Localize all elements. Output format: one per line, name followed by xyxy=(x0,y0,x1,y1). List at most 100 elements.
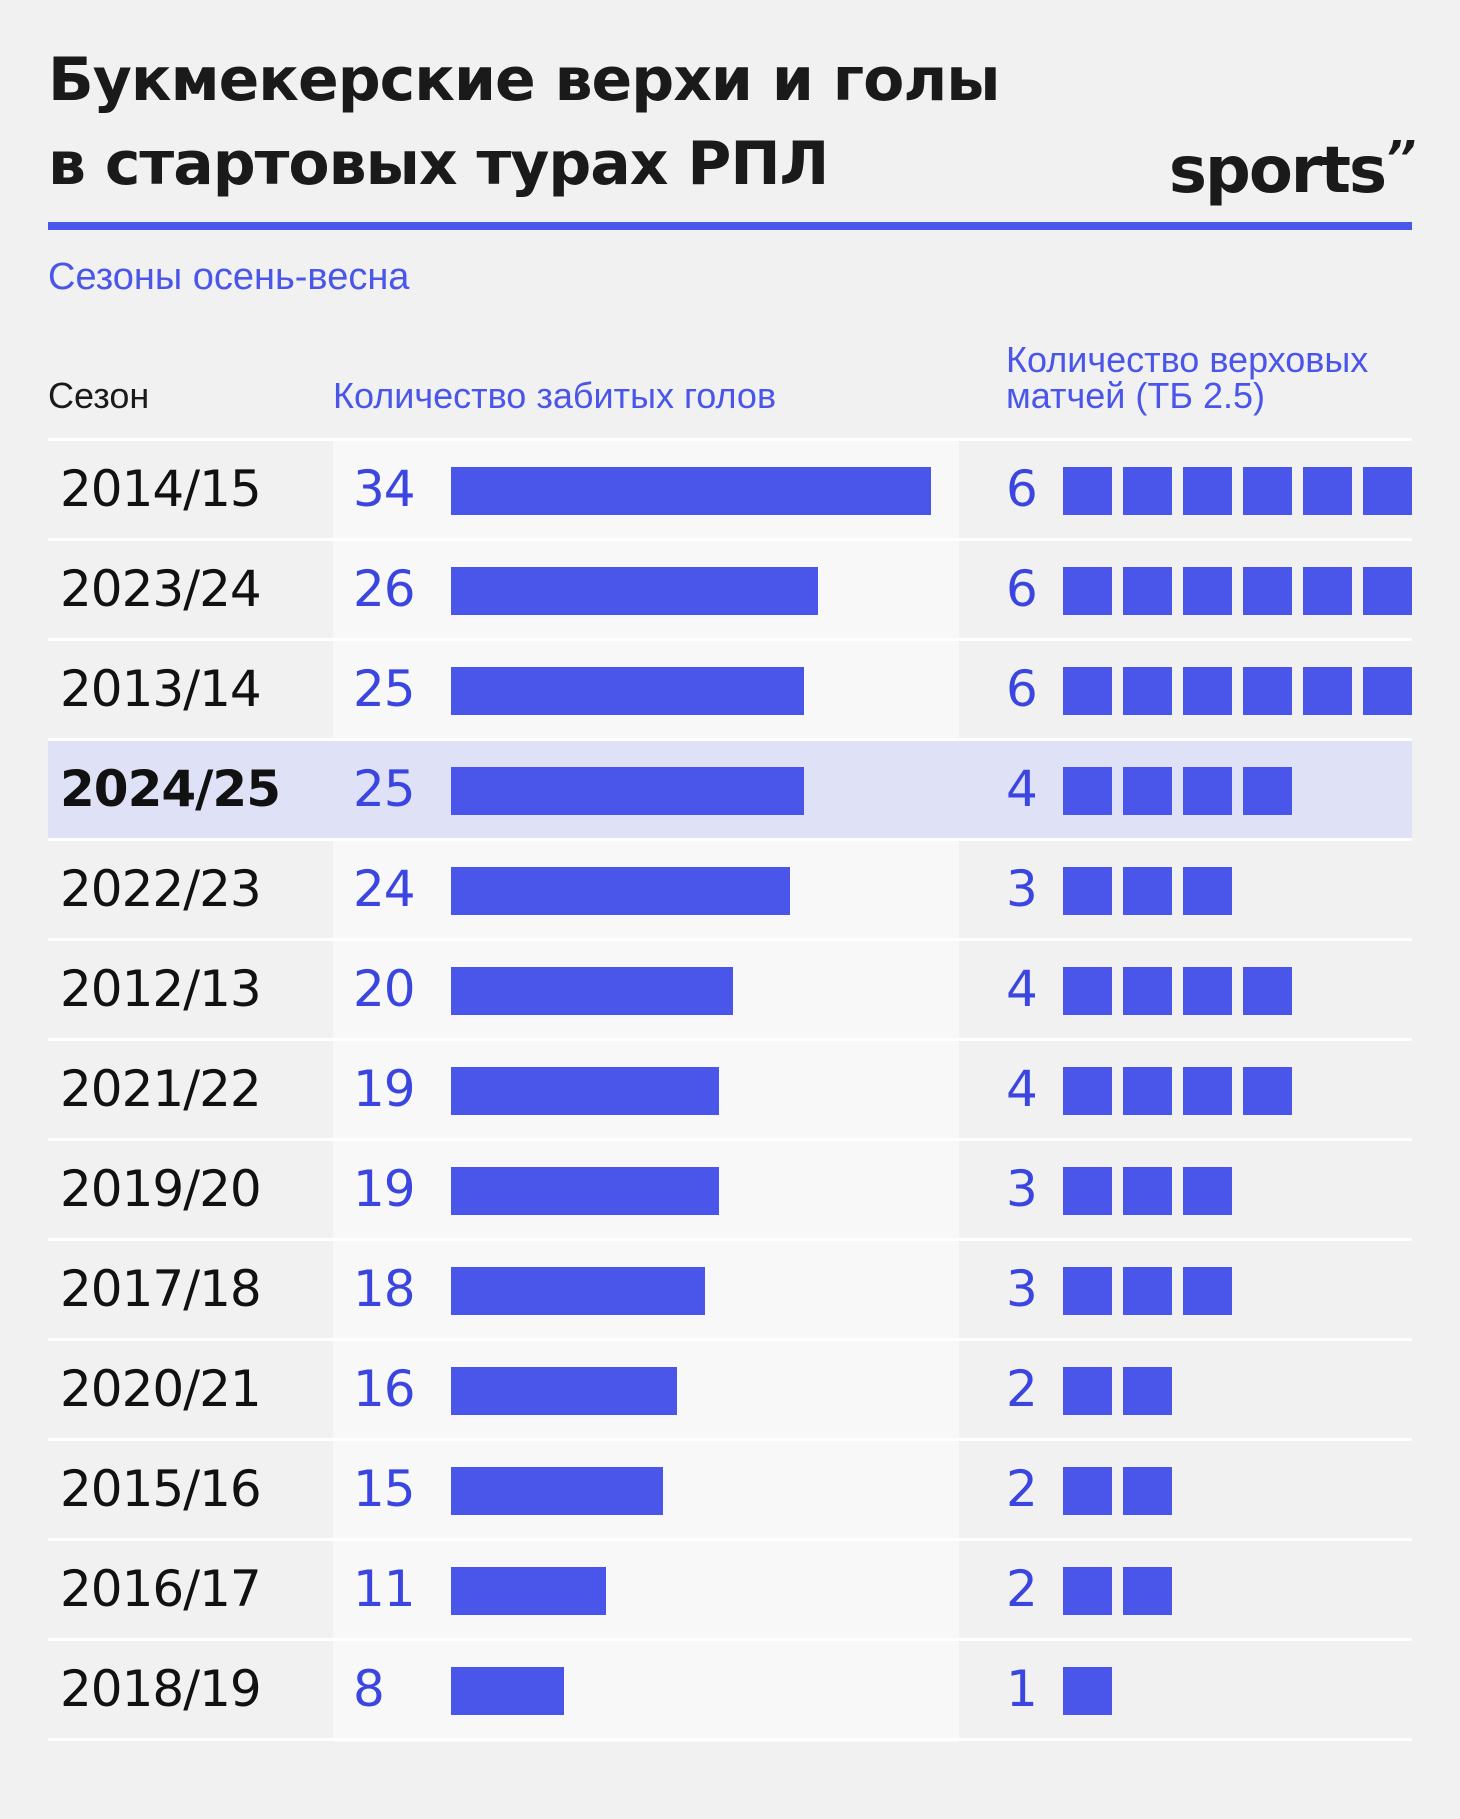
over-match-square xyxy=(1183,1267,1232,1315)
overs-squares xyxy=(1063,967,1303,1015)
goals-value-label: 11 xyxy=(353,1560,416,1618)
over-match-square xyxy=(1363,667,1412,715)
overs-squares xyxy=(1063,1567,1183,1615)
goals-value-label: 20 xyxy=(353,960,416,1018)
over-match-square xyxy=(1063,1367,1112,1415)
over-match-square xyxy=(1123,1467,1172,1515)
goals-value-label: 34 xyxy=(353,460,416,518)
logo-text: sports xyxy=(1168,134,1387,208)
over-match-square xyxy=(1123,967,1172,1015)
table-row: 2020/21 16 2 xyxy=(48,1341,1412,1441)
over-match-square xyxy=(1063,967,1112,1015)
table-row: 2017/18 18 3 xyxy=(48,1241,1412,1341)
overs-value-label: 2 xyxy=(1006,1560,1038,1618)
goals-bar xyxy=(451,1567,606,1615)
over-match-square xyxy=(1063,667,1112,715)
title-line-1: Букмекерские верхи и голы xyxy=(48,45,1001,115)
over-match-square xyxy=(1063,1467,1112,1515)
table-row: 2015/16 15 2 xyxy=(48,1441,1412,1541)
logo-mark: ’’ xyxy=(1385,131,1416,185)
goals-bar xyxy=(451,1167,719,1215)
over-match-square xyxy=(1243,767,1292,815)
over-match-square xyxy=(1183,1167,1232,1215)
overs-value-label: 3 xyxy=(1006,1160,1038,1218)
table-row: 2021/22 19 4 xyxy=(48,1041,1412,1141)
goals-value-label: 18 xyxy=(353,1260,416,1318)
over-match-square xyxy=(1183,1067,1232,1115)
goals-bar xyxy=(451,967,733,1015)
table-row: 2024/25 25 4 xyxy=(48,741,1412,841)
goals-bar xyxy=(451,467,931,515)
over-match-square xyxy=(1063,767,1112,815)
goals-value-label: 25 xyxy=(353,760,416,818)
goals-value-label: 25 xyxy=(353,660,416,718)
title-line-2: в стартовых турах РПЛ xyxy=(48,129,829,199)
season-label: 2015/16 xyxy=(60,1460,262,1518)
over-match-square xyxy=(1243,1067,1292,1115)
column-header-goals: Количество забитых голов xyxy=(333,375,777,416)
over-match-square xyxy=(1063,1067,1112,1115)
overs-squares xyxy=(1063,667,1423,715)
chart-rows: 2014/15 34 6 2023/24 26 6 2013/14 25 6 2024/25 25 4… xyxy=(48,438,1412,1741)
overs-squares xyxy=(1063,1167,1243,1215)
season-label: 2021/22 xyxy=(60,1060,262,1118)
goals-value-label: 19 xyxy=(353,1160,416,1218)
over-match-square xyxy=(1123,1267,1172,1315)
season-label: 2014/15 xyxy=(60,460,262,518)
table-row: 2018/19 8 1 xyxy=(48,1641,1412,1741)
season-label: 2018/19 xyxy=(60,1660,262,1718)
goals-value-label: 8 xyxy=(353,1660,385,1718)
over-match-square xyxy=(1303,467,1352,515)
overs-value-label: 2 xyxy=(1006,1360,1038,1418)
overs-value-label: 2 xyxy=(1006,1460,1038,1518)
overs-value-label: 4 xyxy=(1006,760,1038,818)
over-match-square xyxy=(1183,667,1232,715)
goals-value-label: 15 xyxy=(353,1460,416,1518)
goals-value-label: 24 xyxy=(353,860,416,918)
overs-value-label: 3 xyxy=(1006,860,1038,918)
overs-squares xyxy=(1063,1467,1183,1515)
over-match-square xyxy=(1243,967,1292,1015)
overs-squares xyxy=(1063,867,1243,915)
table-row: 2012/13 20 4 xyxy=(48,941,1412,1041)
over-match-square xyxy=(1183,467,1232,515)
goals-value-label: 26 xyxy=(353,560,416,618)
over-match-square xyxy=(1303,567,1352,615)
season-label: 2012/13 xyxy=(60,960,262,1018)
goals-bar xyxy=(451,567,818,615)
over-match-square xyxy=(1123,467,1172,515)
goals-bar xyxy=(451,1367,677,1415)
over-match-square xyxy=(1243,667,1292,715)
overs-squares xyxy=(1063,567,1423,615)
season-label: 2024/25 xyxy=(60,760,281,818)
overs-value-label: 4 xyxy=(1006,960,1038,1018)
column-header-season: Сезон xyxy=(48,375,150,416)
overs-squares xyxy=(1063,767,1303,815)
over-match-square xyxy=(1123,867,1172,915)
subtitle: Сезоны осень-весна xyxy=(48,256,410,298)
column-header-overs-line-1: Количество верховых xyxy=(1006,339,1369,380)
over-match-square xyxy=(1123,1167,1172,1215)
over-match-square xyxy=(1183,767,1232,815)
table-row: 2016/17 11 2 xyxy=(48,1541,1412,1641)
over-match-square xyxy=(1243,467,1292,515)
chart-title: Букмекерские верхи и голы в стартовых ту… xyxy=(48,38,1108,206)
over-match-square xyxy=(1063,1667,1112,1715)
over-match-square xyxy=(1123,1567,1172,1615)
season-label: 2020/21 xyxy=(60,1360,262,1418)
over-match-square xyxy=(1063,467,1112,515)
over-match-square xyxy=(1123,1067,1172,1115)
table-row: 2014/15 34 6 xyxy=(48,438,1412,541)
over-match-square xyxy=(1063,1567,1112,1615)
over-match-square xyxy=(1123,667,1172,715)
goals-value-label: 19 xyxy=(353,1060,416,1118)
column-header-overs-line-2: матчей (ТБ 2.5) xyxy=(1006,375,1265,416)
table-row: 2019/20 19 3 xyxy=(48,1141,1412,1241)
goals-bar xyxy=(451,1267,705,1315)
over-match-square xyxy=(1123,767,1172,815)
overs-value-label: 4 xyxy=(1006,1060,1038,1118)
overs-squares xyxy=(1063,1667,1123,1715)
overs-value-label: 6 xyxy=(1006,460,1038,518)
over-match-square xyxy=(1303,667,1352,715)
